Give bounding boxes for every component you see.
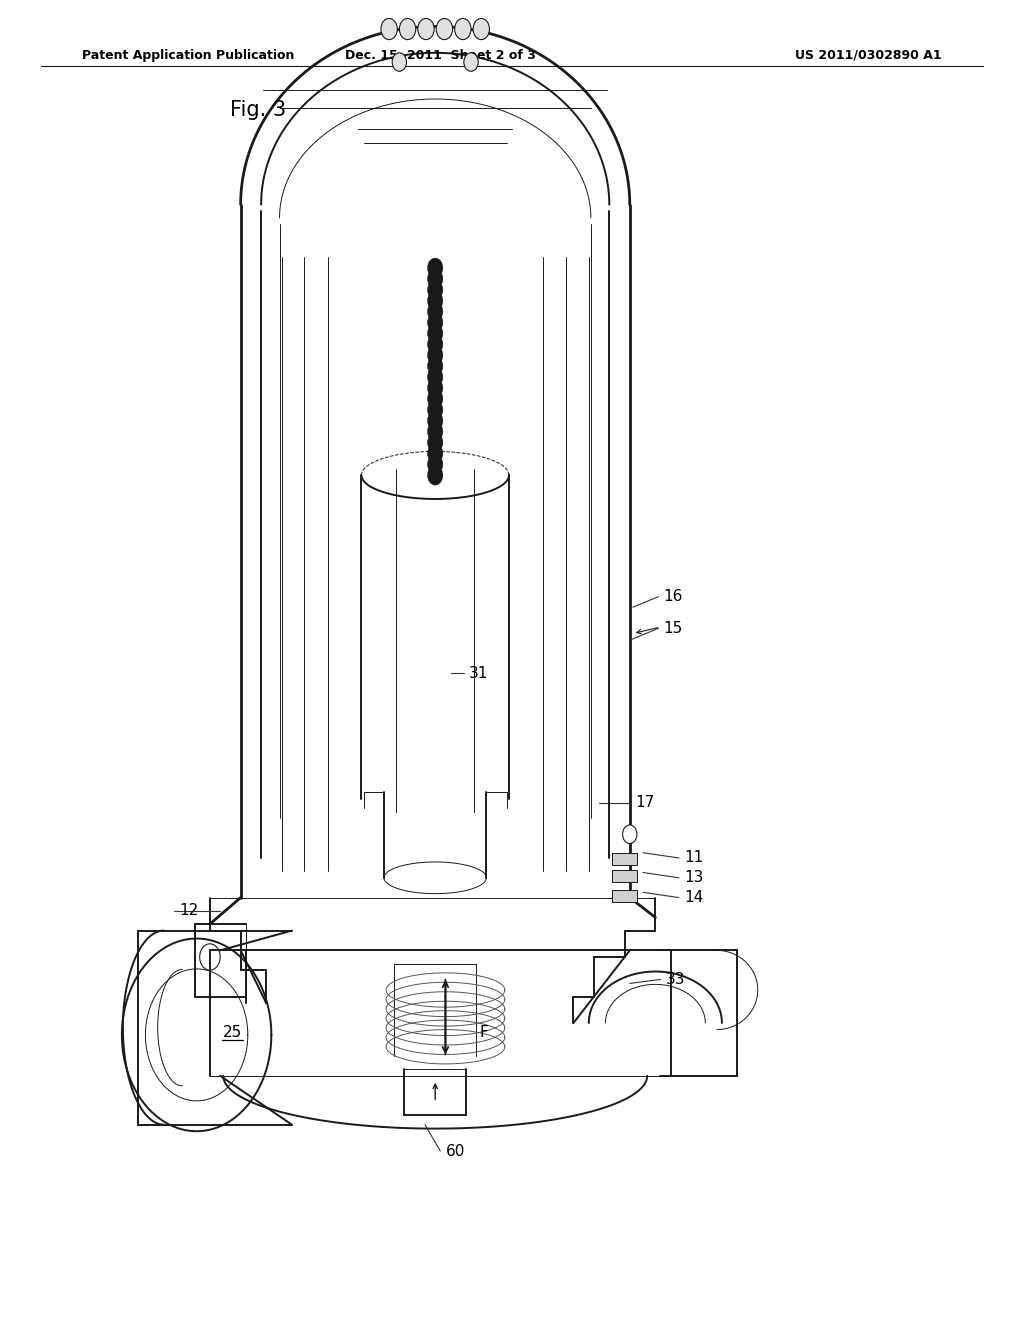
- Circle shape: [428, 280, 442, 300]
- Text: US 2011/0302890 A1: US 2011/0302890 A1: [796, 49, 942, 62]
- Text: Dec. 15, 2011  Sheet 2 of 3: Dec. 15, 2011 Sheet 2 of 3: [345, 49, 536, 62]
- Text: 14: 14: [684, 890, 703, 906]
- Circle shape: [428, 465, 442, 484]
- Circle shape: [428, 411, 442, 430]
- Bar: [612, 853, 637, 865]
- Circle shape: [428, 421, 442, 441]
- Circle shape: [428, 444, 442, 463]
- Circle shape: [428, 259, 442, 279]
- Circle shape: [399, 18, 416, 40]
- Bar: [612, 890, 637, 902]
- Circle shape: [623, 825, 637, 843]
- Circle shape: [436, 18, 453, 40]
- Circle shape: [428, 302, 442, 322]
- Circle shape: [428, 454, 442, 474]
- Circle shape: [392, 53, 407, 71]
- Text: 33: 33: [666, 972, 685, 987]
- Circle shape: [428, 313, 442, 333]
- Text: 13: 13: [684, 870, 703, 886]
- Text: 25: 25: [223, 1024, 243, 1040]
- Circle shape: [428, 433, 442, 453]
- Text: 31: 31: [469, 665, 488, 681]
- Text: Patent Application Publication: Patent Application Publication: [82, 49, 294, 62]
- Text: 60: 60: [445, 1143, 465, 1159]
- Circle shape: [428, 346, 442, 366]
- Circle shape: [428, 334, 442, 354]
- Circle shape: [428, 389, 442, 409]
- Text: 16: 16: [664, 589, 683, 605]
- Circle shape: [428, 400, 442, 420]
- Text: F: F: [479, 1024, 488, 1040]
- Circle shape: [428, 367, 442, 387]
- Circle shape: [464, 53, 478, 71]
- Circle shape: [473, 18, 489, 40]
- Circle shape: [455, 18, 471, 40]
- Circle shape: [418, 18, 434, 40]
- Circle shape: [428, 269, 442, 289]
- Text: Fig. 3: Fig. 3: [230, 100, 287, 120]
- Circle shape: [428, 290, 442, 310]
- Text: 11: 11: [684, 850, 703, 866]
- Text: 12: 12: [179, 903, 199, 919]
- Circle shape: [381, 18, 397, 40]
- Bar: [612, 870, 637, 882]
- Circle shape: [428, 323, 442, 343]
- Circle shape: [428, 356, 442, 376]
- Text: 15: 15: [664, 620, 683, 636]
- Text: 17: 17: [635, 795, 654, 810]
- Circle shape: [428, 378, 442, 397]
